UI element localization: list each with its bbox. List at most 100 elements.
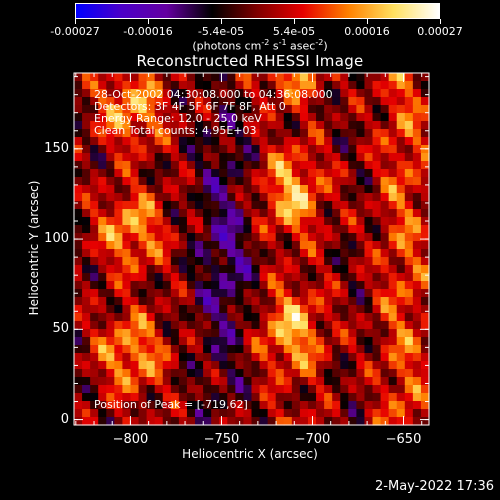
heatmap-cell [340,201,349,210]
heatmap-cell [372,97,382,106]
heatmap-cell [259,153,269,162]
heatmap-cell [130,217,140,226]
heatmap-cell [243,369,253,378]
heatmap-cell [122,153,132,162]
heatmap-cell [316,217,325,226]
heatmap-cell [380,289,390,298]
heatmap-cell [138,305,148,314]
heatmap-cell [259,345,269,354]
heatmap-cell [122,105,132,114]
heatmap-cell [146,241,156,250]
heatmap-cell [170,217,180,226]
heatmap-cell [259,377,269,386]
heatmap-cell [114,73,124,82]
heatmap-cell [162,313,172,322]
heatmap-cell [178,265,188,274]
heatmap-cell [340,417,349,426]
heatmap-cell [307,281,317,290]
heatmap-cell [106,401,115,410]
heatmap-cell [275,161,285,170]
heatmap-cell [364,417,374,426]
heatmap-cell [291,353,301,362]
heatmap-cell [82,193,91,202]
heatmap-cell [259,105,269,114]
heatmap-cell [82,377,91,386]
heatmap-cell [420,409,430,418]
heatmap-cell [211,177,220,186]
heatmap-cell [396,73,406,82]
heatmap-cell [154,289,164,298]
heatmap-cell [420,417,430,426]
heatmap-cell [170,385,180,394]
heatmap-cell [235,81,245,90]
heatmap-cell [90,313,99,322]
heatmap-cell [283,401,293,410]
heatmap-cell [388,201,398,210]
heatmap-cell [178,193,188,202]
heatmap-cell [283,289,293,298]
heatmap-cell [98,201,107,210]
heatmap-cell [195,377,204,386]
heatmap-cell [203,337,212,346]
heatmap-cell [243,353,253,362]
heatmap-cell [114,97,124,106]
heatmap-cell [106,217,115,226]
heatmap-cell [219,313,228,322]
heatmap-cell [348,393,357,402]
heatmap-cell [412,81,422,90]
heatmap-cell [283,353,293,362]
heatmap-cell [74,337,83,346]
heatmap-cell [203,417,212,426]
heatmap-cell [412,249,422,258]
heatmap-cell [178,121,188,130]
heatmap-cell [203,409,212,418]
heatmap-cell [412,265,422,274]
heatmap-cell [404,177,414,186]
heatmap-cell [235,201,245,210]
heatmap-cell [74,193,83,202]
heatmap-cell [380,321,390,330]
heatmap-cell [332,257,341,266]
heatmap-cell [340,377,349,386]
heatmap-cell [170,305,180,314]
heatmap-cell [98,169,107,178]
heatmap-cell [412,233,422,242]
heatmap-cell [348,201,357,210]
heatmap-cell [114,185,124,194]
heatmap-cell [122,257,132,266]
heatmap-cell [211,145,220,154]
heatmap-cell [178,233,188,242]
heatmap-cell [74,401,83,410]
heatmap-cell [114,337,124,346]
heatmap-cell [283,233,293,242]
heatmap-cell [178,281,188,290]
heatmap-cell [404,233,414,242]
heatmap-cell [162,81,172,90]
heatmap-cell [130,409,140,418]
heatmap-cell [388,185,398,194]
heatmap-cell [291,169,301,178]
heatmap-cell [90,409,99,418]
heatmap-cell [307,81,317,90]
heatmap-cell [412,129,422,138]
heatmap-cell [251,89,261,98]
heatmap-cell [178,177,188,186]
heatmap-cell [404,89,414,98]
heatmap-cell [299,169,309,178]
heatmap-cell [299,89,309,98]
heatmap-cell [82,89,91,98]
heatmap-cell [348,121,357,130]
heatmap-cell [74,217,83,226]
heatmap-cell [130,161,140,170]
heatmap-cell [235,401,245,410]
heatmap-cell [219,305,228,314]
heatmap-cell [356,177,366,186]
heatmap-cell [186,409,196,418]
heatmap-cell [251,385,261,394]
heatmap-cell [235,321,245,330]
heatmap-cell [316,161,325,170]
heatmap-cell [388,217,398,226]
heatmap-cell [316,361,325,370]
heatmap-cell [380,401,390,410]
heatmap-cell [299,153,309,162]
